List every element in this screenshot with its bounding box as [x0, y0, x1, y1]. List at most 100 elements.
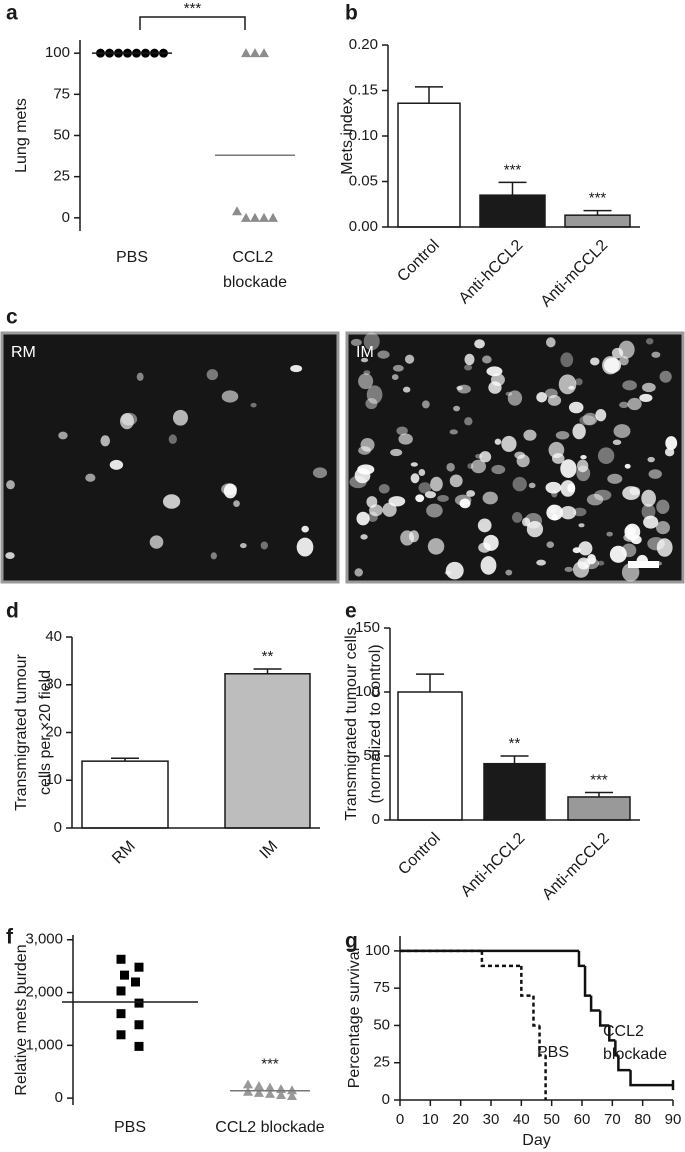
cell: [449, 474, 463, 488]
cell: [426, 503, 443, 518]
y-tick-label: 0: [55, 1089, 63, 1106]
cell: [528, 482, 536, 489]
cell: [358, 373, 374, 390]
cell: [613, 424, 631, 439]
x-tick-label: 70: [604, 1111, 621, 1128]
cell: [58, 431, 68, 440]
cell: [398, 433, 413, 445]
dot: [116, 1009, 126, 1019]
cell: [641, 382, 656, 393]
x-tick-label: 50: [543, 1111, 560, 1128]
cell: [597, 560, 605, 566]
cell: [457, 384, 471, 394]
cell: [560, 459, 577, 479]
x-tick-label: 10: [422, 1111, 439, 1128]
cell: [162, 494, 181, 509]
cell: [422, 400, 430, 409]
cell: [410, 462, 418, 467]
y-axis-label: Transmigrated tumour: [13, 653, 30, 810]
x-tick-label: Control: [395, 830, 444, 879]
cell: [221, 390, 239, 403]
y-tick-label: 0: [62, 209, 70, 226]
cell: [511, 511, 523, 523]
y-tick-label: 0.05: [349, 172, 378, 189]
x-tick-label: 40: [513, 1111, 530, 1128]
y-axis-label: Transmigrated tumour cells: [343, 627, 360, 820]
cell: [609, 545, 627, 563]
x-tick-label: CCL2 blockade: [223, 249, 287, 291]
cell: [366, 385, 383, 404]
micrograph-label: IM: [356, 344, 374, 361]
x-tick-label: PBS: [114, 1119, 146, 1136]
cell: [418, 482, 432, 494]
cell: [575, 378, 583, 386]
cell: [587, 553, 597, 565]
cell: [621, 543, 637, 558]
cell: [507, 390, 523, 406]
cell: [424, 491, 437, 499]
y-tick-label: 75: [53, 85, 70, 102]
cell: [356, 511, 370, 526]
cell: [516, 454, 530, 468]
cell: [360, 357, 369, 363]
cell: [622, 380, 637, 391]
dot: [250, 212, 260, 222]
bar: [397, 102, 461, 228]
micrograph: RM: [0, 331, 340, 584]
cell: [109, 459, 124, 470]
y-tick-label: 0.10: [349, 127, 378, 144]
cell: [369, 504, 383, 517]
annotation: ***: [184, 0, 202, 17]
cell: [360, 534, 368, 540]
cell: [624, 463, 631, 469]
panel-letter: f: [6, 926, 14, 949]
dot: [116, 1030, 126, 1040]
bar: [81, 760, 169, 829]
y-axis-label: Relative mets burden: [13, 944, 30, 1095]
cell: [586, 493, 604, 506]
dot: [259, 212, 269, 222]
cell: [390, 448, 403, 457]
y-tick-label: 25: [53, 168, 70, 185]
cell: [618, 340, 635, 359]
y-tick-label: 0.15: [349, 81, 378, 98]
bar: [224, 673, 311, 829]
cell: [402, 386, 411, 393]
cell: [501, 435, 517, 452]
y-axis-label: Mets index: [339, 97, 356, 174]
dot: [250, 48, 260, 58]
cell: [479, 451, 492, 463]
dot: [243, 1079, 253, 1089]
dot: [116, 954, 126, 964]
x-tick-label: 20: [452, 1111, 469, 1128]
dot: [134, 998, 144, 1008]
cell: [382, 502, 397, 517]
x-tick-label: Anti-hCCL2: [456, 237, 527, 308]
cell: [564, 566, 573, 573]
survival-step: [617, 1055, 631, 1072]
cell: [555, 430, 570, 440]
y-tick-label: 1,000: [25, 1036, 63, 1053]
y-axis-label: cells per ×20 field: [37, 670, 54, 795]
y-tick-label: 0.00: [349, 218, 378, 235]
cell: [459, 498, 471, 509]
cell: [665, 436, 678, 451]
cell: [378, 484, 390, 494]
cell: [582, 412, 598, 426]
y-axis-label: Percentage survival: [346, 948, 363, 1089]
x-tick-label: Anti-mCCL2: [539, 830, 613, 904]
y-tick-label: 40: [45, 628, 62, 645]
cell: [521, 517, 531, 527]
cell: [483, 534, 499, 551]
cell: [567, 483, 576, 493]
cell: [572, 423, 586, 440]
dot: [131, 977, 140, 987]
cell: [573, 507, 587, 517]
cell: [464, 364, 473, 371]
survival-step: [520, 965, 534, 997]
survival-step: [614, 1040, 619, 1057]
cell: [568, 385, 575, 390]
scale-bar: [628, 561, 659, 568]
x-tick-label: 0: [396, 1111, 404, 1128]
y-axis-label: Lung mets: [13, 98, 30, 173]
